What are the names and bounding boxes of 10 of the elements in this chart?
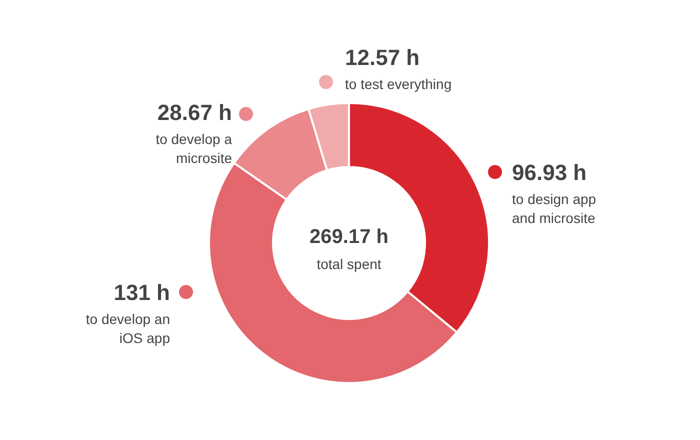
data-label: 28.67 h: [157, 100, 232, 125]
data-label: 131 h: [114, 280, 170, 305]
text: 269.17 h: [310, 226, 388, 248]
slice-label: to develop an iOS app: [86, 311, 170, 346]
slice-label: to design app and microsite: [512, 191, 596, 226]
legend-label: to test everything: [345, 76, 452, 92]
data-label: 96.93 h: [512, 160, 587, 185]
data-label: 12.57 h: [345, 45, 420, 70]
slice-label: to develop a microsite: [156, 131, 232, 166]
text: total spent: [316, 256, 382, 272]
